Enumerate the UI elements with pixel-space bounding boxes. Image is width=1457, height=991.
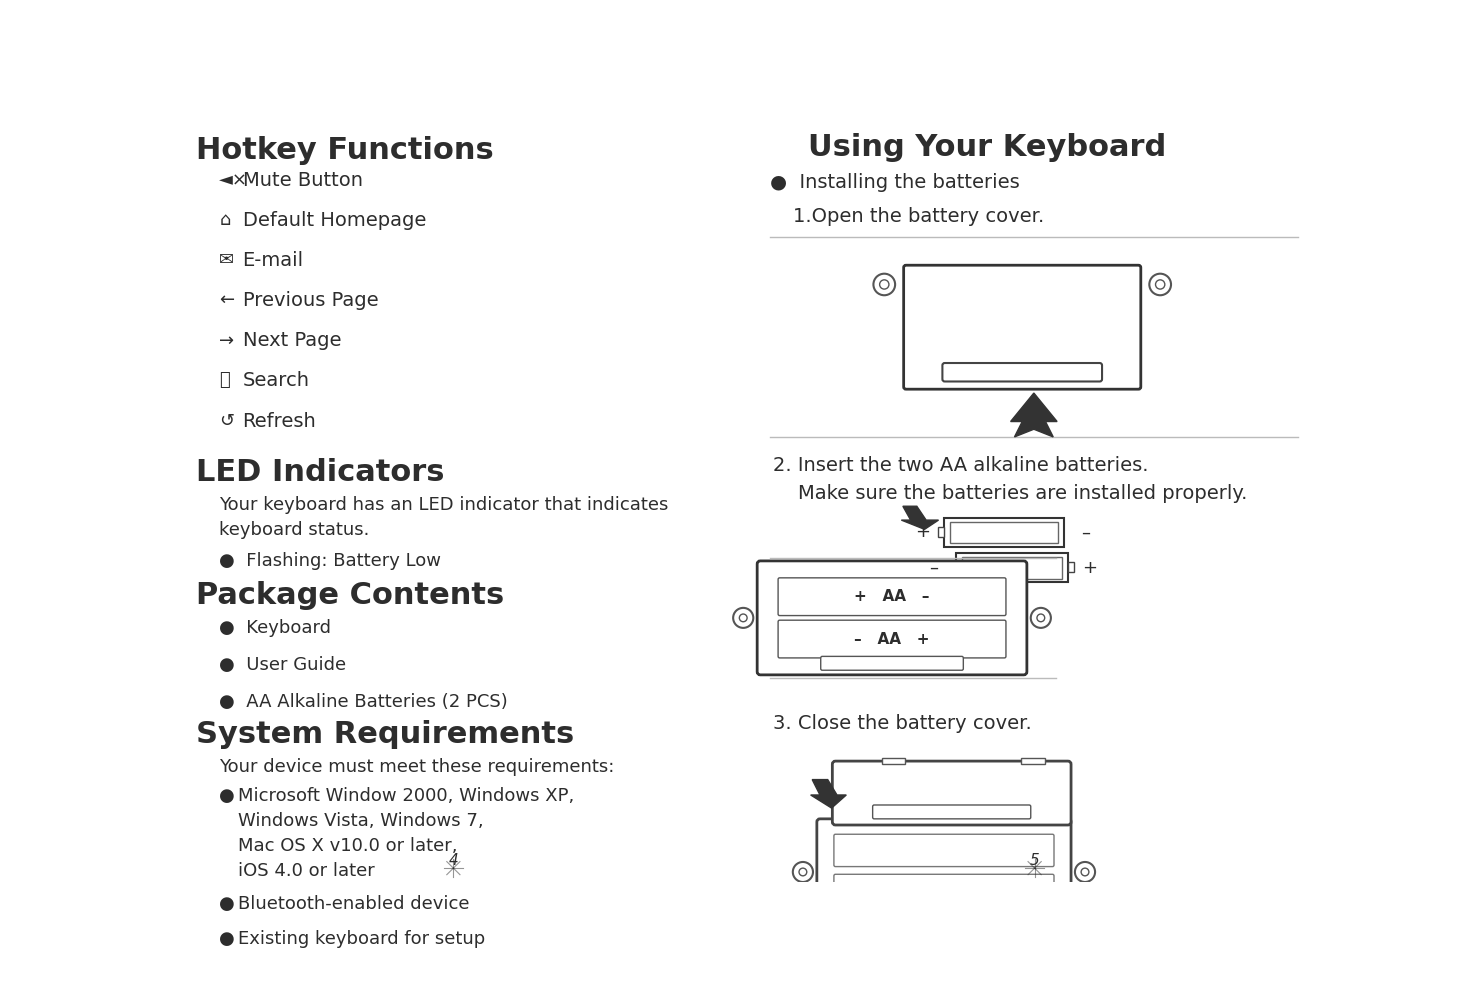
Polygon shape: [1011, 393, 1058, 437]
Text: –   AA   +: – AA +: [854, 631, 930, 646]
FancyBboxPatch shape: [1021, 758, 1045, 764]
Text: ⌂: ⌂: [220, 211, 230, 229]
FancyBboxPatch shape: [943, 363, 1101, 382]
Text: ◄×: ◄×: [220, 171, 248, 189]
Text: Search: Search: [242, 372, 309, 390]
Text: Using Your Keyboard: Using Your Keyboard: [809, 133, 1167, 162]
Text: Mute Button: Mute Button: [242, 171, 363, 190]
Text: ●  AA Alkaline Batteries (2 PCS): ● AA Alkaline Batteries (2 PCS): [220, 694, 508, 712]
Text: ⌕: ⌕: [220, 372, 230, 389]
Text: 5: 5: [1030, 853, 1039, 868]
Circle shape: [880, 279, 889, 289]
Text: Package Contents: Package Contents: [197, 581, 504, 609]
Text: ✉: ✉: [220, 252, 235, 270]
Circle shape: [1030, 607, 1050, 628]
Text: ●  Flashing: Battery Low: ● Flashing: Battery Low: [220, 552, 441, 570]
FancyBboxPatch shape: [817, 819, 1071, 926]
FancyBboxPatch shape: [778, 578, 1005, 615]
Text: System Requirements: System Requirements: [197, 719, 574, 748]
Text: LED Indicators: LED Indicators: [197, 458, 444, 487]
Text: ●  Installing the batteries: ● Installing the batteries: [769, 172, 1020, 192]
FancyBboxPatch shape: [938, 526, 944, 537]
Text: Your device must meet these requirements:: Your device must meet these requirements…: [220, 758, 615, 776]
Text: –: –: [930, 559, 938, 577]
FancyBboxPatch shape: [903, 266, 1141, 389]
Text: ←: ←: [220, 291, 235, 309]
FancyBboxPatch shape: [833, 874, 1053, 907]
Text: ●: ●: [220, 895, 235, 913]
Text: Microsoft Window 2000, Windows XP,
Windows Vista, Windows 7,
Mac OS X v10.0 or l: Microsoft Window 2000, Windows XP, Windo…: [237, 787, 574, 880]
Text: Default Homepage: Default Homepage: [242, 211, 425, 230]
Text: +: +: [915, 523, 930, 541]
Polygon shape: [810, 780, 847, 808]
Text: 4: 4: [449, 853, 459, 868]
Text: Next Page: Next Page: [242, 331, 341, 351]
Text: Existing keyboard for setup: Existing keyboard for setup: [237, 930, 485, 947]
Text: 3. Close the battery cover.: 3. Close the battery cover.: [774, 715, 1032, 733]
Circle shape: [1155, 279, 1164, 289]
Circle shape: [793, 862, 813, 882]
FancyBboxPatch shape: [873, 805, 1030, 819]
Circle shape: [1150, 274, 1171, 295]
FancyBboxPatch shape: [950, 521, 1058, 543]
Text: –: –: [1081, 523, 1090, 541]
Text: Hotkey Functions: Hotkey Functions: [197, 136, 494, 165]
Text: Refresh: Refresh: [242, 411, 316, 430]
FancyBboxPatch shape: [1068, 562, 1074, 572]
Circle shape: [873, 274, 895, 295]
FancyBboxPatch shape: [962, 557, 1062, 579]
FancyBboxPatch shape: [778, 620, 1005, 658]
Text: ●  Keyboard: ● Keyboard: [220, 619, 331, 637]
Text: +: +: [1083, 559, 1097, 577]
Circle shape: [739, 614, 747, 621]
FancyBboxPatch shape: [832, 761, 1071, 826]
FancyBboxPatch shape: [944, 517, 1064, 547]
FancyBboxPatch shape: [881, 758, 905, 764]
Circle shape: [1075, 862, 1096, 882]
Text: Previous Page: Previous Page: [242, 291, 379, 310]
Text: →: →: [220, 331, 235, 350]
Text: Bluetooth-enabled device: Bluetooth-enabled device: [237, 895, 469, 913]
Text: 1.Open the battery cover.: 1.Open the battery cover.: [793, 207, 1045, 227]
Text: Your keyboard has an LED indicator that indicates
keyboard status.: Your keyboard has an LED indicator that …: [220, 496, 669, 539]
Text: 2. Insert the two AA alkaline batteries.
    Make sure the batteries are install: 2. Insert the two AA alkaline batteries.…: [774, 456, 1247, 503]
FancyBboxPatch shape: [758, 561, 1027, 675]
Circle shape: [1081, 868, 1088, 876]
Circle shape: [733, 607, 753, 628]
Text: +   AA   –: + AA –: [854, 590, 930, 605]
FancyBboxPatch shape: [956, 553, 1068, 583]
Text: ●: ●: [220, 787, 235, 806]
FancyBboxPatch shape: [833, 834, 1053, 866]
Text: ●  User Guide: ● User Guide: [220, 656, 347, 675]
Circle shape: [798, 868, 807, 876]
Text: ↺: ↺: [220, 411, 235, 429]
Text: ●: ●: [220, 930, 235, 947]
Text: E-mail: E-mail: [242, 252, 303, 271]
FancyBboxPatch shape: [820, 656, 963, 670]
Polygon shape: [902, 506, 938, 529]
Circle shape: [1037, 614, 1045, 621]
